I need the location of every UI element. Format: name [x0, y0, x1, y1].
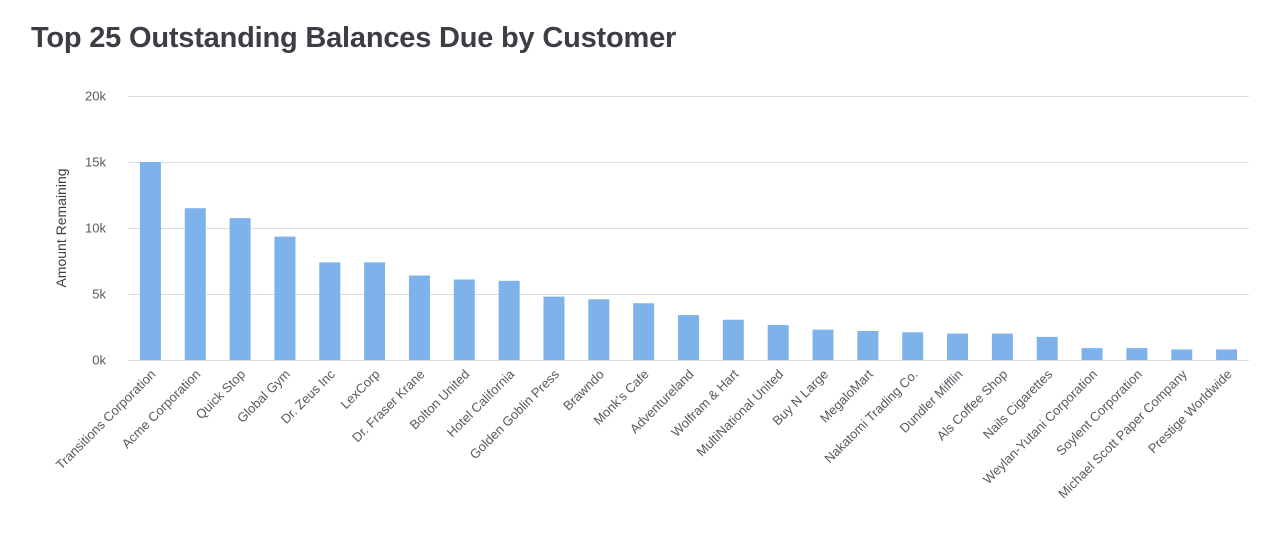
y-axis-label: Amount Remaining — [53, 168, 69, 287]
bar — [588, 299, 610, 360]
bar — [453, 279, 475, 360]
y-tick-label: 20k — [85, 89, 106, 104]
x-category-label: Brawndo — [560, 367, 607, 414]
x-category-label: MultiNational United — [693, 367, 786, 460]
bar — [319, 262, 341, 360]
bar — [947, 333, 969, 360]
gridlines — [128, 96, 1249, 361]
x-category-label: Acme Corporation — [119, 367, 204, 452]
bar — [364, 262, 386, 360]
x-category-label: Soylent Corporation — [1053, 367, 1145, 459]
y-tick-label: 10k — [85, 221, 106, 236]
bar — [229, 218, 251, 360]
bar — [991, 333, 1013, 360]
bar — [274, 236, 296, 360]
chart-title: Top 25 Outstanding Balances Due by Custo… — [31, 22, 677, 54]
x-category-label: Golden Goblin Press — [467, 366, 563, 462]
bar — [1126, 348, 1148, 360]
bar — [1081, 348, 1103, 360]
x-category-label: Prestige Worldwide — [1145, 367, 1235, 457]
bar — [812, 329, 834, 360]
bar — [498, 280, 520, 360]
bar — [1216, 349, 1238, 360]
bar — [1036, 336, 1058, 360]
bar — [678, 315, 699, 360]
bar — [722, 319, 744, 360]
bar — [543, 296, 565, 360]
bar — [633, 303, 655, 360]
x-category-label: LexCorp — [337, 367, 382, 412]
bar — [902, 332, 924, 360]
y-axis-ticks: 0k 5k 10k 15k 20k — [85, 89, 106, 368]
bar — [857, 330, 879, 360]
y-tick-label: 0k — [92, 353, 106, 368]
bar — [1171, 349, 1193, 360]
y-tick-label: 15k — [85, 155, 106, 170]
bars — [139, 162, 1238, 360]
bar — [139, 162, 161, 360]
bar — [408, 275, 430, 360]
bar — [767, 325, 789, 360]
bar — [184, 208, 206, 360]
y-tick-label: 5k — [92, 287, 106, 302]
